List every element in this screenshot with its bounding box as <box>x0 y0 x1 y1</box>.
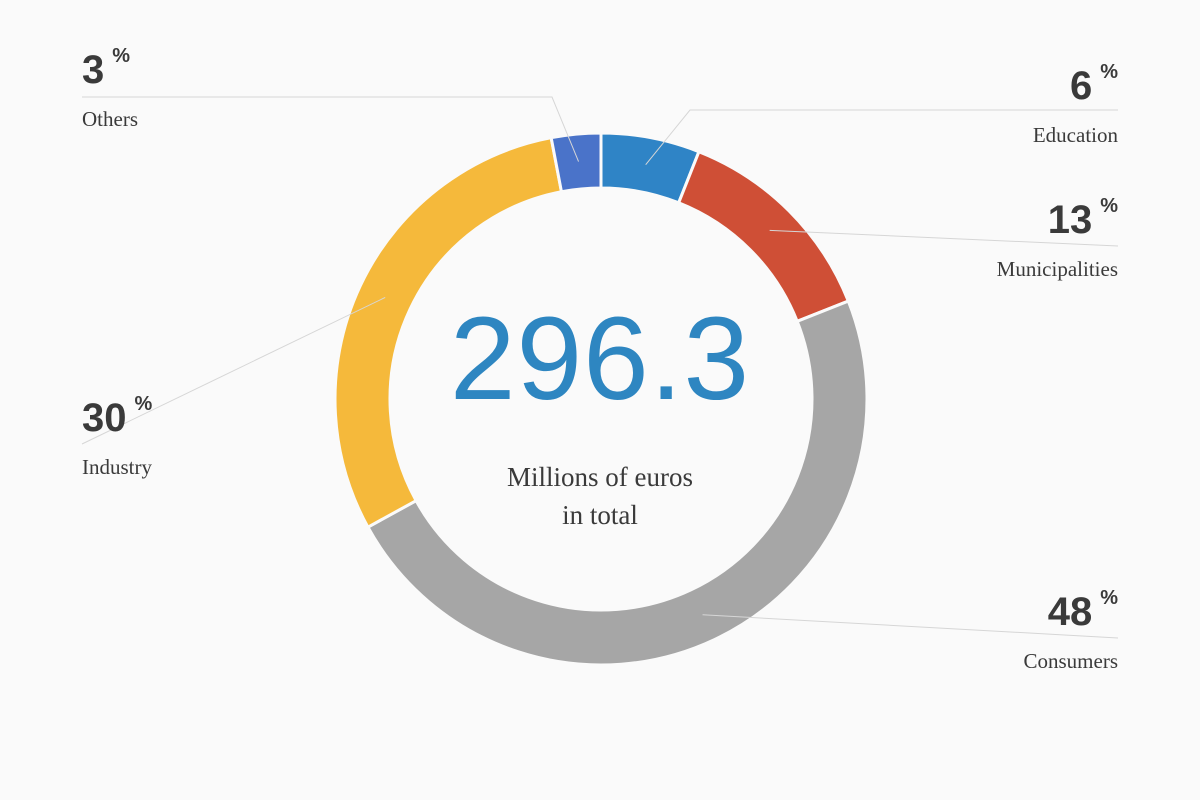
callout-consumers-value: 48% <box>1047 587 1118 634</box>
leader-industry <box>81 297 386 445</box>
total-value: 296.3 <box>449 293 751 425</box>
slice-others <box>549 131 603 194</box>
callout-consumers: 48% Consumers <box>1023 587 1119 673</box>
callout-industry-value: 30% <box>82 393 153 440</box>
slice-consumers <box>365 299 869 667</box>
callout-industry-label: Industry <box>82 455 152 479</box>
leader-municipalities <box>769 229 1119 247</box>
leader-consumers <box>702 614 1119 639</box>
total-caption-line-1: Millions of euros <box>507 462 693 492</box>
total-caption-line-2: in total <box>562 500 638 530</box>
callout-education-label: Education <box>1032 123 1118 147</box>
leader-education <box>645 109 1118 166</box>
callout-municipalities: 13% Municipalities <box>996 195 1118 281</box>
callout-others-value: 3% <box>82 45 131 92</box>
callout-others-label: Others <box>82 107 138 131</box>
callout-education-value: 6% <box>1069 61 1118 108</box>
callout-municipalities-value: 13% <box>1047 195 1118 242</box>
leader-others <box>82 96 580 162</box>
total-caption: Millions of euros in total <box>440 458 760 534</box>
callout-others: 3% Others <box>82 45 138 131</box>
donut-slices <box>333 131 869 667</box>
callout-consumers-label: Consumers <box>1023 649 1119 673</box>
callout-industry: 30% Industry <box>82 393 153 479</box>
callout-education: 6% Education <box>1032 61 1118 147</box>
callout-municipalities-label: Municipalities <box>996 257 1118 281</box>
leader-lines <box>81 96 1119 639</box>
